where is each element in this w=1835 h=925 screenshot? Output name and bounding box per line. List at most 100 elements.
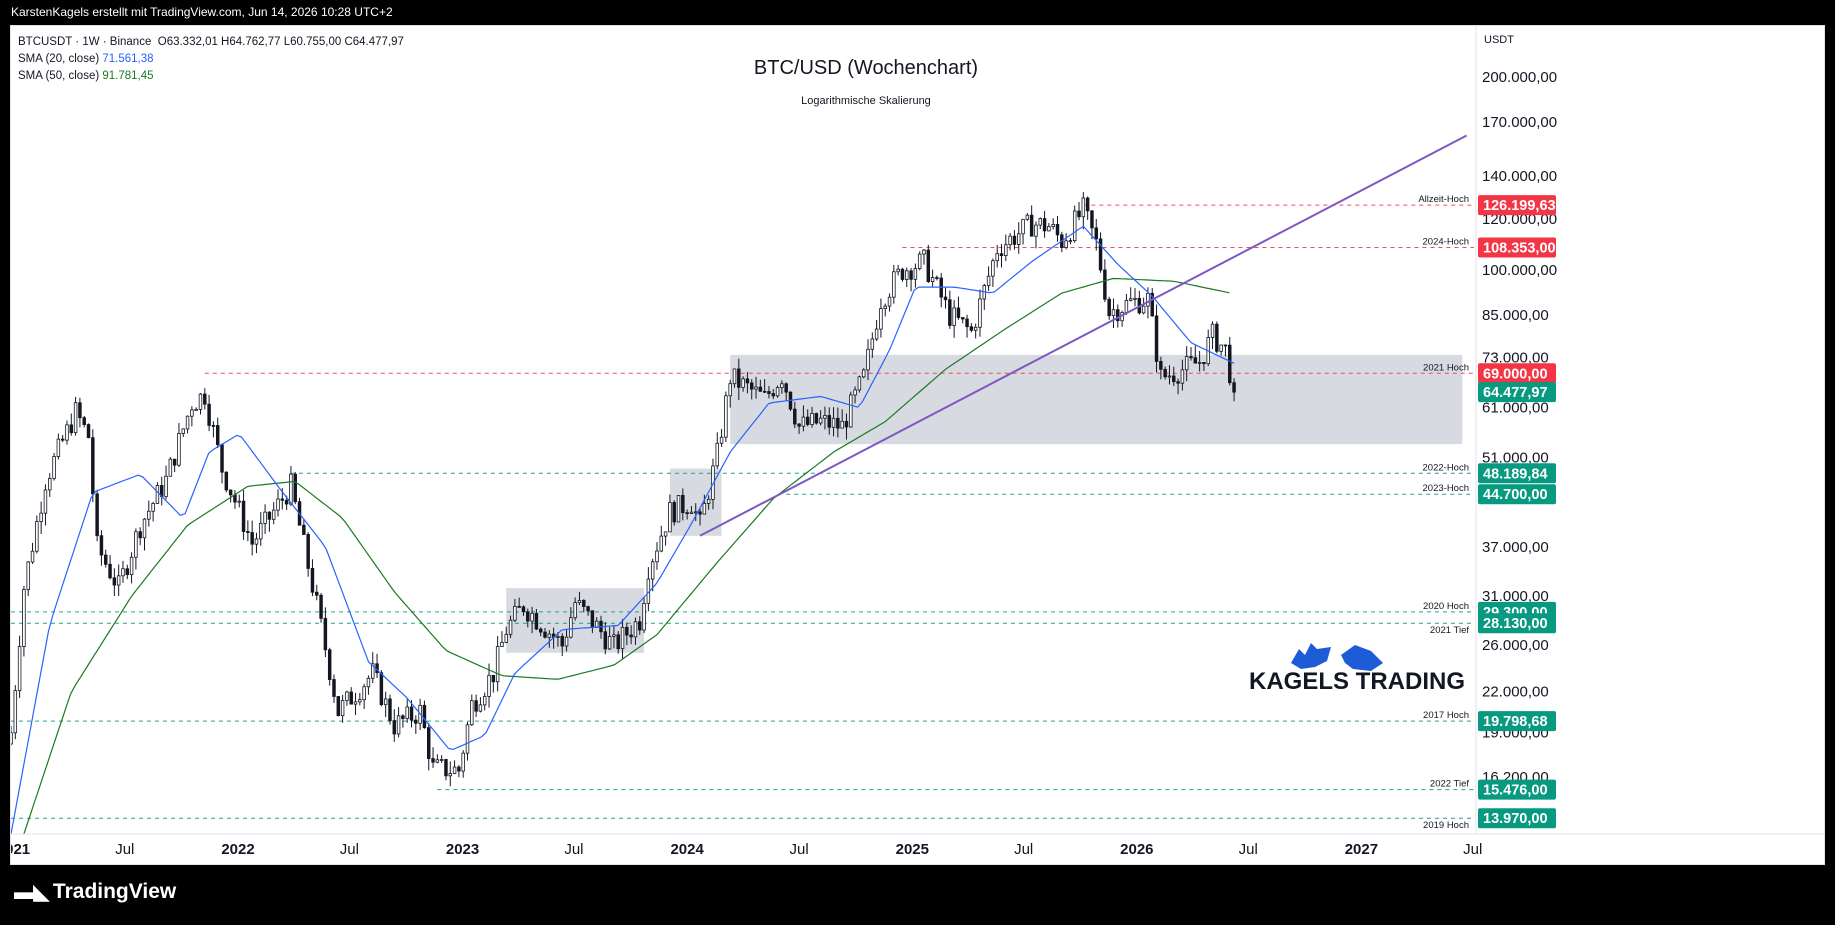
candle (866, 339, 870, 381)
candle (676, 495, 681, 523)
candle (474, 694, 478, 718)
time-tick-label: 2026 (1120, 841, 1153, 858)
candle (1017, 222, 1021, 254)
candle-body (392, 720, 397, 735)
sma20-line (11, 225, 1235, 834)
chart-canvas[interactable]: BTC/USD (Wochenchart) Logarithmische Skal… (11, 26, 1824, 864)
candle (814, 412, 819, 425)
candle (831, 407, 836, 437)
candle-body (1232, 382, 1236, 393)
candle (1167, 365, 1172, 385)
candle (250, 520, 254, 556)
candle-body (323, 617, 328, 651)
candle-body (233, 494, 237, 503)
candle-body (112, 577, 117, 586)
candle-body (900, 268, 905, 280)
candle-body (866, 348, 870, 371)
candle (246, 520, 250, 542)
candle-body (1072, 210, 1077, 242)
candle-body (43, 489, 48, 514)
candle (1120, 310, 1124, 327)
candle (935, 275, 939, 281)
candle-body (414, 719, 418, 724)
candle (1184, 346, 1189, 382)
candle (11, 725, 13, 746)
candle-body (315, 591, 319, 596)
candle-body (861, 369, 866, 378)
candle-body (805, 416, 810, 425)
candle (909, 267, 913, 292)
candle-body (1128, 298, 1133, 301)
candle (482, 692, 487, 711)
candle-body (909, 270, 913, 280)
candle-body (513, 605, 517, 621)
tradingview-logo[interactable]: ▬◣ TradingView (14, 879, 176, 905)
candle-body (1094, 227, 1098, 240)
candle (224, 471, 229, 493)
candle (142, 518, 147, 551)
candle (762, 379, 767, 393)
candle-body (353, 701, 358, 705)
level-price-tag-bg (1478, 779, 1556, 800)
sma50-label[interactable]: SMA (50, close) (18, 70, 100, 82)
candle (134, 528, 138, 570)
symbol-label[interactable]: BTCUSDT · 1W · Binance (18, 36, 152, 48)
candle (297, 497, 302, 526)
candle (104, 549, 108, 568)
candle (603, 622, 608, 655)
candle-body (663, 531, 668, 537)
candle (625, 622, 629, 646)
candle-body (849, 394, 853, 428)
candle (396, 707, 401, 738)
candle-body (444, 759, 448, 777)
candle-body (1103, 269, 1107, 300)
candle-body (185, 415, 190, 430)
candle (1081, 192, 1086, 230)
candle-body (104, 554, 108, 565)
candle (263, 504, 267, 534)
candle-body (1184, 356, 1189, 371)
candle-body (1172, 375, 1176, 383)
candle (616, 631, 620, 654)
candle (91, 429, 95, 503)
chart-panel[interactable]: BTC/USD (Wochenchart) Logarithmische Skal… (10, 25, 1825, 865)
candle (371, 652, 375, 684)
candle (526, 608, 530, 628)
candle-body (922, 249, 926, 255)
candle-body (706, 498, 711, 504)
candle-body (913, 268, 918, 280)
candle (771, 389, 775, 400)
candle (43, 484, 48, 526)
candle (211, 421, 216, 438)
candle (784, 382, 788, 401)
level-text-label: 2017 Hoch (1423, 710, 1469, 721)
candle (379, 670, 384, 707)
candle-body (810, 413, 814, 425)
candle (1180, 359, 1185, 391)
candle-body (668, 502, 672, 533)
candle (220, 443, 224, 484)
chart-legend: BTCUSDT · 1W · Binance O63.332,01 H64.76… (18, 34, 404, 85)
candle (737, 358, 741, 400)
candle (198, 392, 203, 415)
candle (706, 495, 711, 510)
sma20-label[interactable]: SMA (20, close) (18, 53, 100, 65)
candle-body (155, 485, 160, 504)
candle-body (973, 326, 978, 331)
candle (1090, 210, 1094, 240)
candle-body (1167, 375, 1172, 378)
candle (586, 605, 590, 616)
candle (194, 407, 198, 411)
candle (986, 266, 991, 291)
chart-subtitle: Logarithmische Skalierung (801, 95, 931, 107)
candle-body (745, 378, 750, 384)
candle-body (121, 568, 125, 577)
level-price-tag-bg (1478, 195, 1556, 216)
candle (930, 269, 935, 288)
candle (655, 542, 659, 570)
candle-body (35, 521, 39, 552)
candle-body (91, 437, 95, 495)
candle-body (263, 511, 267, 524)
candle (961, 317, 965, 324)
candle (913, 263, 918, 288)
